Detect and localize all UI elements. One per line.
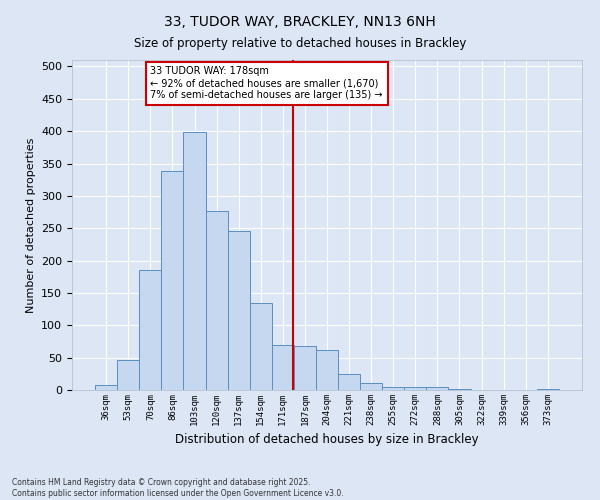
Bar: [117, 360, 139, 390]
Bar: [382, 387, 404, 390]
Bar: [206, 211, 227, 390]
Bar: [338, 374, 360, 390]
Bar: [227, 232, 250, 390]
Bar: [427, 388, 448, 390]
Text: Contains HM Land Registry data © Crown copyright and database right 2025.
Contai: Contains HM Land Registry data © Crown c…: [12, 478, 344, 498]
Bar: [139, 270, 161, 390]
Bar: [537, 388, 559, 390]
Bar: [250, 302, 272, 390]
Bar: [404, 388, 427, 390]
Bar: [316, 350, 338, 390]
Y-axis label: Number of detached properties: Number of detached properties: [26, 138, 35, 312]
Bar: [294, 346, 316, 390]
Bar: [272, 344, 294, 390]
X-axis label: Distribution of detached houses by size in Brackley: Distribution of detached houses by size …: [175, 434, 479, 446]
Text: Size of property relative to detached houses in Brackley: Size of property relative to detached ho…: [134, 38, 466, 51]
Bar: [360, 383, 382, 390]
Bar: [161, 172, 184, 390]
Text: 33, TUDOR WAY, BRACKLEY, NN13 6NH: 33, TUDOR WAY, BRACKLEY, NN13 6NH: [164, 15, 436, 29]
Bar: [95, 385, 117, 390]
Text: 33 TUDOR WAY: 178sqm
← 92% of detached houses are smaller (1,670)
7% of semi-det: 33 TUDOR WAY: 178sqm ← 92% of detached h…: [151, 66, 383, 100]
Bar: [184, 132, 206, 390]
